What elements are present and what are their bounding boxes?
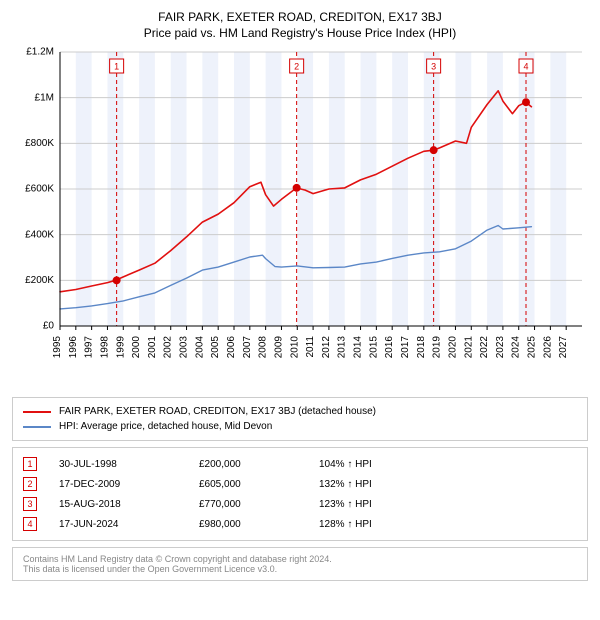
svg-text:£1M: £1M	[35, 92, 54, 103]
svg-text:2018: 2018	[416, 336, 427, 359]
svg-text:2006: 2006	[226, 336, 237, 359]
sale-marker-icon: 3	[23, 497, 37, 511]
sale-hpi: 104% ↑ HPI	[319, 459, 459, 470]
sale-row: 3 15-AUG-2018£770,000123% ↑ HPI	[23, 494, 577, 514]
svg-text:£400K: £400K	[25, 229, 54, 240]
legend-label: FAIR PARK, EXETER ROAD, CREDITON, EX17 3…	[59, 406, 376, 417]
svg-text:2023: 2023	[495, 336, 506, 359]
sale-date: 30-JUL-1998	[59, 459, 199, 470]
legend-item: FAIR PARK, EXETER ROAD, CREDITON, EX17 3…	[23, 404, 577, 419]
svg-text:£600K: £600K	[25, 184, 54, 195]
sale-hpi: 123% ↑ HPI	[319, 499, 459, 510]
svg-text:2021: 2021	[463, 336, 474, 359]
chart-title-subtitle: Price paid vs. HM Land Registry's House …	[12, 26, 588, 40]
svg-text:1995: 1995	[52, 336, 63, 359]
chart-container: £0 £200K £400K £600K £800K £1M £1.2M 1 2 3 4 1995 19…	[12, 46, 588, 391]
svg-text:2015: 2015	[368, 336, 379, 359]
svg-text:2002: 2002	[163, 336, 174, 359]
svg-text:2005: 2005	[210, 336, 221, 359]
sale-date: 17-DEC-2009	[59, 479, 199, 490]
svg-text:2025: 2025	[527, 336, 538, 359]
sale-marker-icon: 1	[23, 457, 37, 471]
svg-text:1996: 1996	[68, 336, 79, 359]
legend-label: HPI: Average price, detached house, Mid …	[59, 421, 272, 432]
chart-title-address: FAIR PARK, EXETER ROAD, CREDITON, EX17 3…	[12, 10, 588, 24]
sale-date: 17-JUN-2024	[59, 519, 199, 530]
svg-text:2000: 2000	[131, 336, 142, 359]
sale-hpi: 132% ↑ HPI	[319, 479, 459, 490]
svg-text:3: 3	[431, 62, 436, 72]
svg-text:1: 1	[114, 62, 119, 72]
svg-text:2022: 2022	[479, 336, 490, 359]
sale-price: £605,000	[199, 479, 319, 490]
attribution-footer: Contains HM Land Registry data © Crown c…	[12, 547, 588, 581]
sale-price: £980,000	[199, 519, 319, 530]
footer-line-2: This data is licensed under the Open Gov…	[23, 564, 577, 574]
svg-text:2011: 2011	[305, 336, 316, 358]
legend-item: HPI: Average price, detached house, Mid …	[23, 419, 577, 434]
price-chart: £0 £200K £400K £600K £800K £1M £1.2M 1 2 3 4 1995 19…	[12, 46, 588, 391]
svg-text:2026: 2026	[542, 336, 553, 359]
svg-text:1998: 1998	[99, 336, 110, 359]
sale-row: 2 17-DEC-2009£605,000132% ↑ HPI	[23, 474, 577, 494]
sale-price: £770,000	[199, 499, 319, 510]
svg-text:2009: 2009	[273, 336, 284, 359]
svg-text:2: 2	[294, 62, 299, 72]
sale-marker-icon: 4	[23, 517, 37, 531]
svg-text:1999: 1999	[115, 336, 126, 359]
footer-line-1: Contains HM Land Registry data © Crown c…	[23, 554, 577, 564]
svg-text:2007: 2007	[242, 336, 253, 359]
sale-row: 1 30-JUL-1998£200,000104% ↑ HPI	[23, 454, 577, 474]
sale-date: 15-AUG-2018	[59, 499, 199, 510]
svg-text:2003: 2003	[179, 336, 190, 359]
svg-text:2017: 2017	[400, 336, 411, 359]
sale-marker-icon: 2	[23, 477, 37, 491]
svg-text:2013: 2013	[337, 336, 348, 359]
sale-price: £200,000	[199, 459, 319, 470]
svg-text:2014: 2014	[353, 336, 364, 359]
svg-text:£200K: £200K	[25, 275, 54, 286]
svg-text:2001: 2001	[147, 336, 158, 359]
page-root: FAIR PARK, EXETER ROAD, CREDITON, EX17 3…	[0, 0, 600, 591]
svg-text:2024: 2024	[511, 336, 522, 359]
svg-text:2008: 2008	[258, 336, 269, 359]
svg-text:4: 4	[523, 62, 528, 72]
legend-swatch	[23, 411, 51, 413]
sale-row: 4 17-JUN-2024£980,000128% ↑ HPI	[23, 514, 577, 534]
sale-hpi: 128% ↑ HPI	[319, 519, 459, 530]
svg-text:£800K: £800K	[25, 138, 54, 149]
svg-text:£0: £0	[43, 321, 55, 332]
svg-text:2020: 2020	[447, 336, 458, 359]
svg-text:2027: 2027	[558, 336, 569, 359]
svg-text:2012: 2012	[321, 336, 332, 359]
sales-table: 1 30-JUL-1998£200,000104% ↑ HPI 2 17-DEC-20…	[12, 447, 588, 541]
svg-text:£1.2M: £1.2M	[26, 47, 54, 58]
svg-text:1997: 1997	[84, 336, 95, 359]
svg-text:2016: 2016	[384, 336, 395, 359]
svg-text:2010: 2010	[289, 336, 300, 359]
svg-text:2019: 2019	[432, 336, 443, 359]
svg-text:2004: 2004	[194, 336, 205, 359]
legend: FAIR PARK, EXETER ROAD, CREDITON, EX17 3…	[12, 397, 588, 441]
legend-swatch	[23, 426, 51, 428]
